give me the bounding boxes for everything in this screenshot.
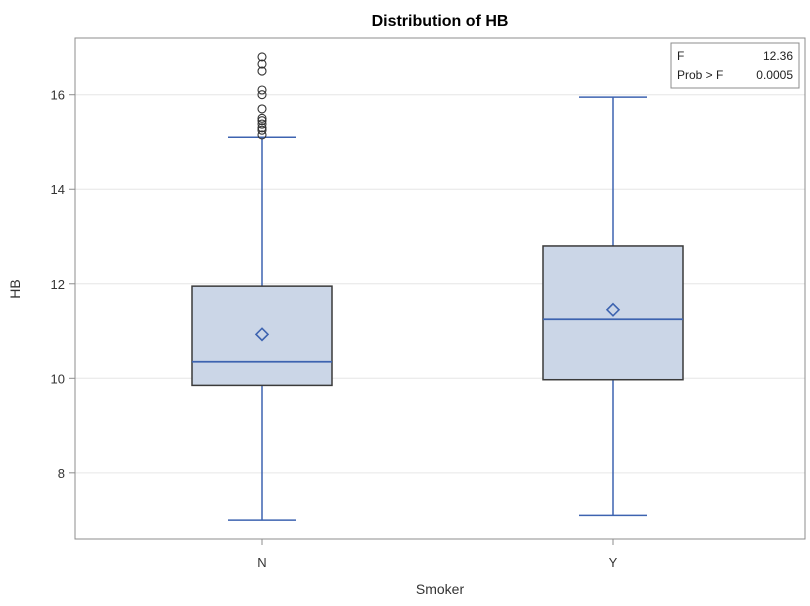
outlier-point bbox=[257, 66, 267, 76]
outlier-point bbox=[257, 119, 267, 129]
stats-row-label: F bbox=[677, 49, 684, 63]
y-tick-label-14: 14 bbox=[51, 182, 65, 197]
y-axis: 8 10 12 14 16 bbox=[51, 88, 75, 481]
outlier-point bbox=[257, 90, 267, 100]
stats-row-label: Prob > F bbox=[677, 68, 723, 82]
y-axis-label: HB bbox=[7, 279, 23, 298]
iqr-box bbox=[191, 285, 333, 387]
outlier-point bbox=[257, 116, 267, 126]
mean-marker bbox=[605, 302, 621, 317]
stats-inset-box bbox=[670, 42, 800, 89]
box-N bbox=[191, 52, 333, 521]
outlier-point bbox=[257, 123, 267, 133]
box-Y bbox=[542, 96, 684, 517]
outlier-point bbox=[257, 59, 267, 69]
iqr-box bbox=[542, 245, 684, 381]
boxes bbox=[191, 52, 684, 521]
outlier-point bbox=[257, 104, 267, 114]
x-tick-label-N: N bbox=[257, 555, 266, 570]
outlier-point bbox=[257, 85, 267, 95]
x-tick-label-Y: Y bbox=[609, 555, 618, 570]
y-tick-label-12: 12 bbox=[51, 277, 65, 292]
plot-frame bbox=[74, 37, 806, 540]
stats-inset: F 12.36 Prob > F 0.0005 bbox=[670, 42, 800, 89]
outlier-point bbox=[257, 113, 267, 123]
mean-marker bbox=[254, 327, 270, 342]
x-axis-label: Smoker bbox=[416, 581, 465, 597]
stats-row-value: 0.0005 bbox=[756, 68, 793, 82]
y-tick-label-10: 10 bbox=[51, 371, 65, 386]
stats-row-value: 12.36 bbox=[763, 49, 793, 63]
chart-title: Distribution of HB bbox=[372, 13, 509, 30]
outlier-point bbox=[257, 130, 267, 140]
outlier-point bbox=[257, 125, 267, 135]
outlier-point bbox=[257, 52, 267, 62]
y-tick-label-16: 16 bbox=[51, 88, 65, 103]
y-tick-label-8: 8 bbox=[58, 466, 65, 481]
grid-lines bbox=[75, 94, 805, 474]
